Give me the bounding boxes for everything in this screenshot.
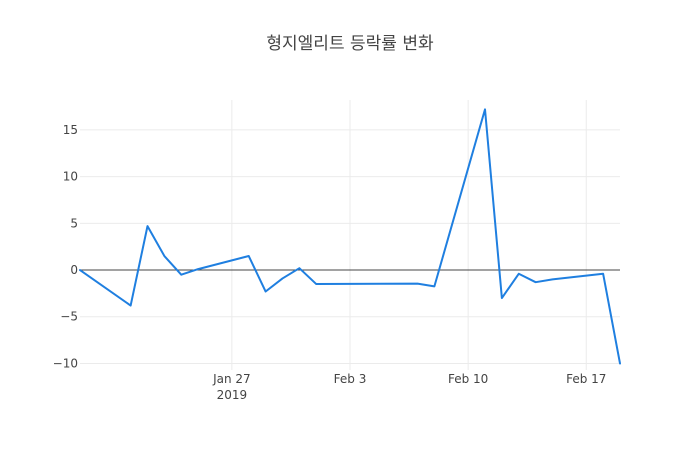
- y-tick-label: 15: [63, 123, 78, 137]
- axis-layer: Jan 27 2019 Feb 3 Feb 10 Feb 17 −10 −5 0 5 10 15: [53, 123, 620, 402]
- x-tick-sublabel: 2019: [217, 388, 248, 402]
- y-tick-label: 5: [70, 216, 78, 230]
- series-line: [79, 108, 621, 365]
- y-tick-label: −5: [60, 310, 78, 324]
- x-tick-label: Feb 10: [448, 372, 488, 386]
- grid-layer: [80, 100, 620, 370]
- x-tick-label: Feb 17: [566, 372, 606, 386]
- y-tick-label: 0: [70, 263, 78, 277]
- y-tick-label: 10: [63, 170, 78, 184]
- x-tick-label: Feb 3: [334, 372, 367, 386]
- chart-title: 형지엘리트 등락률 변화: [266, 34, 434, 54]
- y-tick-label: −10: [53, 356, 78, 370]
- x-tick-label: Jan 27: [212, 372, 251, 386]
- series-layer: [79, 108, 621, 365]
